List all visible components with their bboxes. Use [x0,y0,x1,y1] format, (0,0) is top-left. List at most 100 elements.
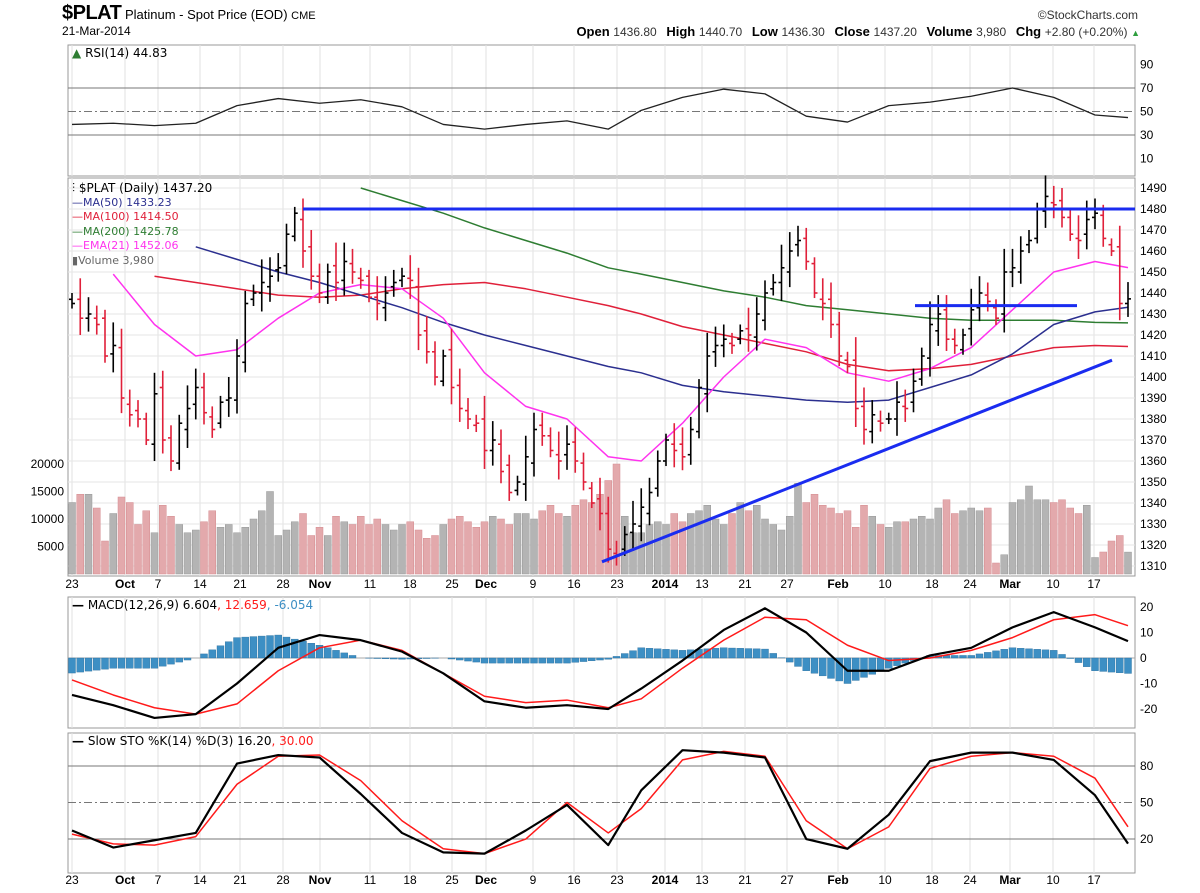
volume-bar [117,496,126,575]
ohlc-bar [1042,175,1049,228]
volume-bar [1107,540,1116,575]
macd-tick-label: -20 [1140,702,1158,716]
ohlc-bar [902,389,909,422]
sto-k-line [71,749,1129,855]
price-tick-label: 1440 [1140,286,1167,300]
price-tick-label: 1310 [1140,559,1167,573]
macd-histogram-bar [1033,649,1041,659]
ohlc-bar [168,425,174,472]
ohlc-bar [110,322,117,373]
rsi-legend: ▲ RSI(14) 44.83 [72,46,167,60]
macd-histogram-bar [447,657,456,660]
ohlc-bar [176,414,183,470]
macd-histogram-bar [893,657,901,666]
macd-histogram-bar [241,636,249,659]
ohlc-bar [630,500,636,551]
ma200-legend: MA(200) 1425.78 [83,224,179,238]
x-axis-label: 10 [878,577,892,591]
ohlc-bar [605,496,612,563]
volume-bar [423,538,431,575]
ohlc-bar [1009,248,1016,288]
macd-histogram-bar [951,655,959,659]
volume-bar [728,513,736,575]
volume-bar [497,518,505,575]
volume-bar [975,510,984,575]
x-axis-label: 11 [364,873,377,887]
x-axis-label: Feb [827,873,848,887]
macd-tick-label: 0 [1140,651,1147,665]
ma200-swatch-icon: — [72,224,83,238]
volume-bar [258,510,266,575]
macd-histogram-bar [819,657,827,677]
macd-histogram-bar [208,649,216,659]
volume-bar [753,505,761,575]
volume-legend: Volume 3,980 [78,253,154,267]
x-axis-label: 21 [738,873,752,887]
macd-histogram-bar [480,657,489,664]
ma100-swatch-icon: — [72,210,83,223]
volume-bar [901,521,909,575]
volume-bar [93,507,101,575]
macd-histogram-bar [868,657,876,675]
macd-histogram-bar [332,650,340,659]
ohlc-bar [547,427,554,458]
volume-bar [1091,557,1099,575]
ohlc-bar [267,257,273,302]
volume-bar [926,518,934,575]
ema21-line [112,260,1129,462]
x-axis-label: 13 [695,873,709,887]
ma50-swatch-icon: — [72,195,83,209]
macd-histogram-bar [109,657,117,669]
macd-histogram-bar [984,652,992,659]
volume-bar [126,502,134,575]
ohlc-bar [399,267,405,288]
volume-bar [530,518,538,575]
volume-bar [225,524,233,575]
x-axis-label: 7 [155,873,162,887]
macd-histogram-bar [596,657,604,661]
volume-bar [967,507,975,575]
volume-bar [390,529,398,575]
x-axis-label: 14 [193,873,207,887]
volume-bar [571,505,579,575]
price-tick-label: 1430 [1140,307,1167,321]
rsi-tick-label: 30 [1140,128,1154,142]
macd-histogram-bar [456,657,464,661]
price-tick-label: 1470 [1140,223,1167,237]
macd-histogram-bar [1124,657,1132,674]
volume-bar [208,510,216,575]
volume-bar [736,502,744,575]
volume-bar [1025,485,1033,575]
macd-histogram-bar [546,657,555,664]
volume-bar [249,518,258,575]
ohlc-bar [506,454,513,501]
macd-histogram-bar [629,650,637,659]
x-axis-label: 18 [925,577,939,591]
ohlc-bar [564,425,570,470]
volume-bar [893,521,901,575]
macd-histogram-bar [200,653,208,659]
macd-histogram-bar [678,650,687,659]
volume-bar [942,499,951,575]
ohlc-bar [737,324,744,345]
ohlc-bar [531,412,537,477]
ohlc-bar [440,349,447,387]
volume-bar [1116,535,1124,575]
macd-histogram-bar [654,648,662,659]
ohlc-bar [555,431,562,480]
volume-bar [555,513,563,575]
ohlc-bar [225,377,232,417]
ohlc-bar [217,395,224,429]
volume-bar [159,505,167,575]
ohlc-bar [852,337,859,427]
volume-bar [1000,554,1008,575]
macd-histogram-bar [959,655,967,659]
volume-bar [332,516,340,575]
x-axis-label: 24 [963,873,977,887]
sto-legend: — Slow STO %K(14) %D(3) 16.20, 30.00 [72,734,314,748]
volume-bar [951,513,959,575]
volume-bar [373,518,381,575]
volume-bar [464,521,472,575]
ohlc-bars-icon: ⫶ [72,181,76,195]
macd-histogram-bar [901,657,909,664]
